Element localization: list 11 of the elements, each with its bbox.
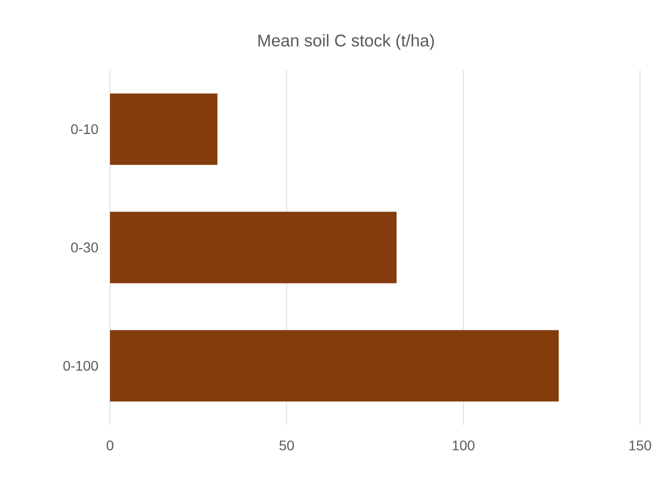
y-tick-label: 0-10: [71, 124, 98, 134]
x-tick-label: 150: [629, 440, 652, 450]
x-tick-label: 50: [279, 440, 294, 450]
bar: [110, 330, 559, 402]
chart-title: Mean soil C stock (t/ha): [258, 34, 434, 50]
bar: [110, 93, 218, 165]
y-tick-label: 0-30: [71, 242, 98, 252]
bar: [110, 212, 397, 284]
y-tick-label: 0-100: [63, 360, 98, 371]
x-tick-label: 0: [106, 440, 114, 450]
x-tick-label: 100: [452, 440, 474, 450]
